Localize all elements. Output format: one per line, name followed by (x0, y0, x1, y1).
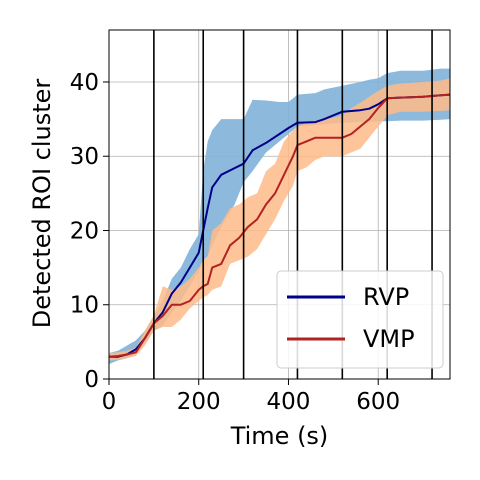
y-tick-label-40: 40 (70, 70, 99, 96)
x-tick-label-400: 400 (267, 389, 311, 415)
confidence-bands (109, 68, 450, 365)
legend: RVP VMP (276, 270, 444, 369)
x-tick-label-600: 600 (356, 389, 400, 415)
axis-ticks: 0 200 400 600 0 10 20 30 40 (70, 70, 400, 415)
x-tick-label-0: 0 (102, 389, 117, 415)
y-tick-label-10: 10 (70, 293, 99, 319)
x-tick-label-200: 200 (177, 389, 221, 415)
band-vmp (109, 78, 450, 361)
y-axis-label: Detected ROI cluster (28, 79, 56, 329)
legend-label-vmp: VMP (363, 325, 415, 353)
legend-label-rvp: RVP (363, 283, 409, 311)
y-tick-label-30: 30 (70, 144, 99, 170)
plot-frame (108, 29, 451, 380)
x-axis-label: Time (s) (230, 422, 329, 450)
y-tick-label-20: 20 (70, 218, 99, 244)
legend-box (276, 270, 444, 369)
series-line-vmp (108, 93, 451, 358)
y-tick-label-0: 0 (84, 367, 99, 393)
